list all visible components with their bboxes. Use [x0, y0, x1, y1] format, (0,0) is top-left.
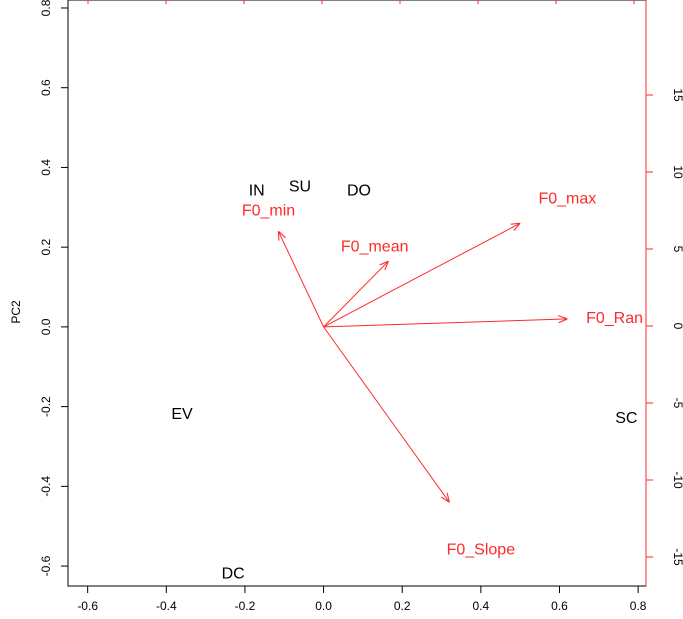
right-tick-label: -10 [671, 471, 683, 489]
observation-label: SU [289, 179, 311, 196]
x-tick-label: 0.8 [630, 599, 647, 613]
right-tick-label: 15 [671, 88, 683, 102]
observation-label: DO [347, 183, 371, 200]
x-tick-label: 0.0 [315, 599, 332, 613]
y-tick-label: 0.8 [39, 0, 53, 16]
loading-label: F0_Ran [586, 310, 643, 327]
observation-label: IN [249, 183, 265, 200]
x-tick-label: -0.4 [156, 599, 177, 613]
right-tick-label: 0 [671, 323, 683, 330]
right-tick-label: 10 [671, 165, 683, 179]
y-tick-label: 0.6 [39, 79, 53, 96]
y-tick-label: -0.4 [39, 476, 53, 497]
observation-label: EV [171, 406, 193, 423]
loading-arrow [278, 231, 325, 328]
observation-label: DC [222, 565, 245, 582]
loading-label: F0_min [242, 202, 295, 219]
right-tick-label: -15 [671, 548, 683, 566]
loading-label: F0_mean [341, 238, 409, 255]
loading-label: F0_max [538, 191, 596, 208]
loading-arrow [323, 261, 389, 328]
y-tick-label: 0.4 [39, 159, 53, 176]
x-tick-label: 0.4 [473, 599, 490, 613]
y-tick-label: -0.2 [39, 396, 53, 417]
loading-label: F0_Slope [447, 541, 516, 558]
y-axis-label: PC2 [9, 300, 23, 324]
x-tick-label: -0.2 [235, 599, 256, 613]
observation-label: SC [615, 410, 637, 427]
right-tick-label: 5 [671, 246, 683, 253]
y-tick-label: 0.2 [39, 238, 53, 255]
y-tick-label: 0.0 [39, 318, 53, 335]
loading-arrow [323, 319, 568, 328]
x-tick-label: -0.6 [77, 599, 98, 613]
x-tick-label: 0.6 [551, 599, 568, 613]
y-tick-label: -0.6 [39, 555, 53, 576]
right-tick-label: -5 [671, 398, 683, 409]
loading-arrow [323, 223, 521, 328]
x-tick-label: 0.2 [394, 599, 411, 613]
loading-arrow [323, 326, 450, 502]
